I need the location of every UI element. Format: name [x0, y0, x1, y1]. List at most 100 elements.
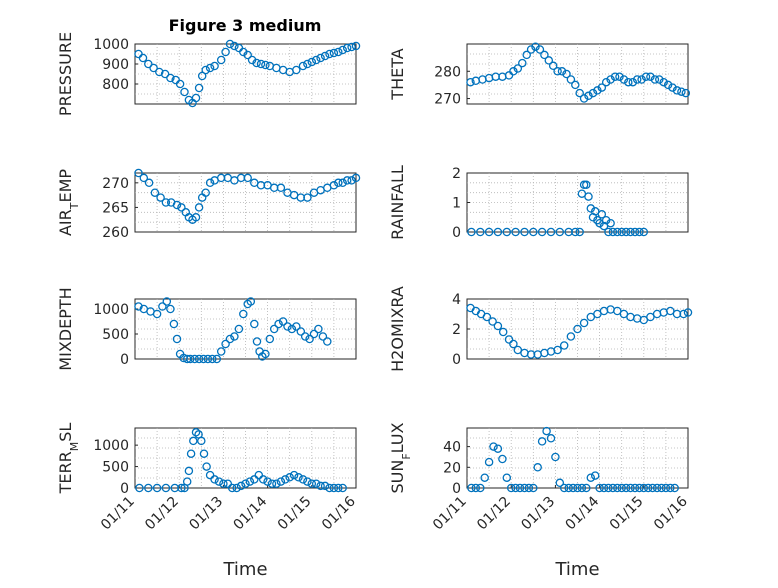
data-point	[292, 322, 301, 331]
data-point	[584, 91, 593, 101]
subplot-4: 0 1 2 RAINFALL	[388, 165, 689, 241]
y-tick-label: 1	[452, 196, 461, 212]
data-point	[537, 437, 547, 446]
data-point	[571, 227, 580, 237]
data-point	[265, 334, 275, 344]
data-point	[230, 41, 239, 51]
data-point	[643, 483, 653, 493]
data-point	[246, 297, 256, 306]
data-point	[471, 483, 481, 493]
series-1	[466, 303, 693, 359]
data-point	[287, 324, 297, 334]
data-point	[599, 483, 609, 493]
data-point	[281, 475, 290, 484]
data-point	[296, 327, 306, 336]
data-point	[298, 475, 308, 484]
data-point	[134, 302, 143, 311]
data-point	[498, 327, 508, 337]
data-point	[205, 178, 215, 188]
data-point	[568, 483, 578, 493]
data-point	[316, 53, 325, 63]
data-point	[559, 341, 569, 350]
data-point	[184, 466, 194, 476]
data-point	[621, 227, 631, 237]
data-point	[648, 483, 657, 493]
data-point	[509, 339, 518, 349]
data-point	[225, 334, 235, 344]
data-point	[635, 483, 644, 493]
data-point	[573, 483, 582, 493]
data-point	[524, 483, 534, 493]
x-tick-label: 01/12	[142, 494, 182, 534]
data-point	[194, 203, 204, 212]
data-point	[531, 42, 540, 51]
data-point	[347, 176, 356, 185]
data-point	[608, 483, 618, 493]
data-point	[630, 227, 640, 237]
subplot-8: 0 20 40 01/11 01/12 01/13 01/14 01/15 01/16 SUNFL…	[388, 422, 691, 580]
x-tick-label: 01/11	[98, 494, 138, 534]
data-point	[597, 83, 607, 92]
data-point	[161, 483, 171, 493]
data-point	[261, 349, 270, 359]
data-point	[269, 324, 279, 334]
data-point	[334, 483, 343, 493]
data-point	[155, 67, 164, 77]
series-1	[134, 39, 361, 108]
data-point	[604, 483, 613, 493]
y-axis-label: MIXDEPTH	[56, 287, 75, 370]
data-point	[177, 483, 186, 493]
x-axis-label: Time	[554, 559, 599, 580]
data-point	[559, 483, 569, 493]
data-point	[191, 93, 201, 103]
data-point	[285, 473, 294, 482]
data-point	[338, 178, 347, 188]
data-point	[234, 324, 244, 334]
y-axis-label: SUNFLUX	[388, 422, 413, 493]
data-point	[529, 483, 538, 493]
y-tick-label: 270	[434, 92, 461, 108]
data-point	[672, 86, 682, 95]
data-point	[533, 463, 542, 472]
data-point	[546, 227, 556, 237]
data-point	[646, 72, 655, 81]
data-point	[300, 332, 310, 341]
data-point	[628, 77, 638, 87]
data-point	[351, 173, 361, 183]
data-point	[601, 77, 611, 87]
data-point	[553, 345, 562, 355]
data-point	[650, 75, 660, 84]
y-tick-label: 4	[452, 292, 461, 308]
x-tick-label: 01/14	[231, 493, 271, 533]
data-point	[498, 454, 507, 464]
data-point	[216, 55, 226, 65]
data-point	[199, 354, 208, 364]
data-point	[652, 483, 662, 493]
data-point	[169, 319, 179, 329]
data-point	[162, 297, 172, 306]
data-point	[509, 67, 518, 76]
data-point	[152, 309, 162, 319]
data-point	[338, 45, 347, 55]
data-point	[250, 319, 259, 329]
data-point	[278, 317, 288, 326]
data-point	[334, 178, 343, 188]
data-point	[575, 88, 584, 98]
data-point	[172, 200, 182, 210]
data-point	[342, 43, 352, 53]
data-point	[679, 309, 688, 319]
data-point	[263, 477, 272, 486]
data-point	[624, 77, 633, 87]
data-point	[476, 483, 485, 493]
data-point	[347, 42, 356, 52]
data-point	[205, 470, 215, 480]
y-tick-label: 0	[452, 481, 461, 497]
data-point	[613, 483, 622, 493]
data-point	[225, 39, 235, 49]
data-point	[577, 483, 587, 493]
data-point	[564, 483, 573, 493]
data-point	[241, 479, 250, 488]
data-point	[351, 41, 361, 51]
data-point	[670, 483, 679, 493]
data-point	[520, 483, 529, 493]
